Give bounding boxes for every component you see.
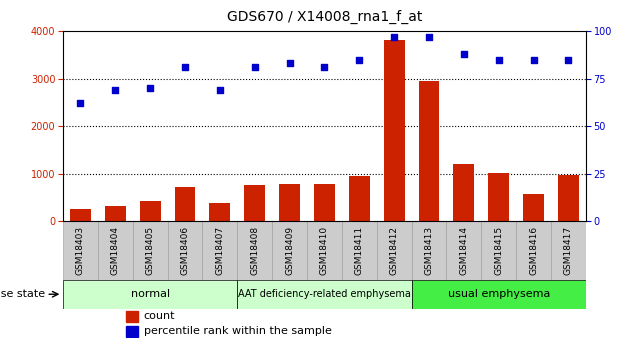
Bar: [481, 221, 516, 279]
Point: [319, 65, 329, 70]
Bar: [244, 185, 265, 221]
Bar: [384, 40, 404, 221]
Text: disease state: disease state: [0, 289, 45, 299]
Text: GSM18404: GSM18404: [111, 226, 120, 275]
Text: normal: normal: [130, 289, 169, 299]
Bar: [454, 164, 474, 221]
Bar: [126, 311, 139, 322]
Point: [145, 85, 155, 91]
Bar: [418, 81, 440, 221]
Point: [529, 57, 539, 62]
Bar: [342, 221, 377, 279]
Point: [459, 51, 469, 57]
Bar: [238, 221, 272, 279]
Text: GSM18409: GSM18409: [285, 226, 294, 275]
Bar: [558, 175, 579, 221]
Point: [285, 61, 295, 66]
Bar: [411, 279, 586, 309]
Text: percentile rank within the sample: percentile rank within the sample: [144, 326, 331, 336]
Bar: [279, 184, 300, 221]
Bar: [314, 184, 335, 221]
Bar: [377, 221, 411, 279]
Point: [76, 100, 86, 106]
Bar: [411, 221, 447, 279]
Point: [354, 57, 364, 62]
Text: GSM18405: GSM18405: [146, 226, 154, 275]
Bar: [551, 221, 586, 279]
Bar: [98, 221, 133, 279]
Text: GSM18408: GSM18408: [250, 226, 259, 275]
Text: GSM18416: GSM18416: [529, 226, 538, 275]
Text: GSM18417: GSM18417: [564, 226, 573, 275]
Bar: [447, 221, 481, 279]
Bar: [168, 221, 202, 279]
Text: GSM18406: GSM18406: [181, 226, 190, 275]
Text: GSM18411: GSM18411: [355, 226, 364, 275]
Text: usual emphysema: usual emphysema: [447, 289, 550, 299]
Bar: [307, 221, 342, 279]
Point: [110, 87, 120, 93]
Point: [389, 34, 399, 40]
Bar: [238, 279, 411, 309]
Bar: [126, 326, 139, 337]
Text: GSM18410: GSM18410: [320, 226, 329, 275]
Bar: [272, 221, 307, 279]
Bar: [140, 201, 161, 221]
Bar: [516, 221, 551, 279]
Text: GSM18407: GSM18407: [215, 226, 224, 275]
Bar: [488, 172, 509, 221]
Text: AAT deficiency-related emphysema: AAT deficiency-related emphysema: [238, 289, 411, 299]
Bar: [63, 279, 238, 309]
Bar: [523, 194, 544, 221]
Text: GSM18413: GSM18413: [425, 226, 433, 275]
Bar: [105, 206, 126, 221]
Bar: [349, 176, 370, 221]
Text: GSM18412: GSM18412: [390, 226, 399, 275]
Point: [215, 87, 225, 93]
Text: GSM18415: GSM18415: [495, 226, 503, 275]
Point: [180, 65, 190, 70]
Point: [249, 65, 260, 70]
Bar: [63, 221, 98, 279]
Text: GSM18403: GSM18403: [76, 226, 85, 275]
Bar: [133, 221, 168, 279]
Point: [424, 34, 434, 40]
Point: [563, 57, 573, 62]
Bar: [70, 209, 91, 221]
Text: GSM18414: GSM18414: [459, 226, 468, 275]
Text: GDS670 / X14008_rna1_f_at: GDS670 / X14008_rna1_f_at: [227, 10, 422, 24]
Bar: [209, 203, 231, 221]
Bar: [202, 221, 238, 279]
Point: [494, 57, 504, 62]
Text: count: count: [144, 312, 175, 322]
Bar: [175, 187, 195, 221]
